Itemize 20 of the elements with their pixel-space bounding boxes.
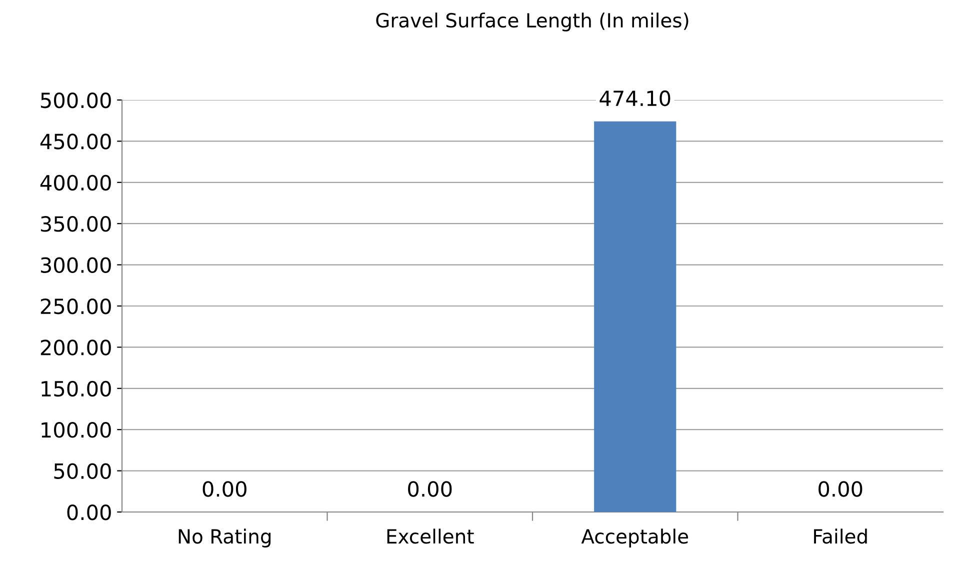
y-tick-label: 400.00 [40,174,111,191]
x-tick-label: Acceptable [581,528,688,548]
y-tick-label: 450.00 [40,134,111,150]
y-tick-label: 300.00 [40,257,111,274]
data-label: 0.00 [408,481,452,497]
y-tick-label: 250.00 [40,298,111,314]
y-tick-label: 200.00 [40,340,111,356]
y-tick-label: 0.00 [67,504,111,520]
y-tick-label: 350.00 [40,216,111,232]
data-label: 0.00 [202,481,246,497]
data-label: 0.00 [818,481,862,497]
x-tick-label: Excellent [387,528,474,544]
x-tick-label: Failed [814,528,867,544]
y-tick-label: 100.00 [42,422,111,438]
chart-title: Gravel Surface Length (In miles) [376,12,688,32]
y-tick-label: 150.00 [42,380,111,397]
x-tick-label: No Rating [178,528,271,548]
y-tick-label: 500.00 [40,92,111,108]
y-tick-label: 50.00 [54,463,111,480]
data-label: 474.10 [600,90,670,106]
